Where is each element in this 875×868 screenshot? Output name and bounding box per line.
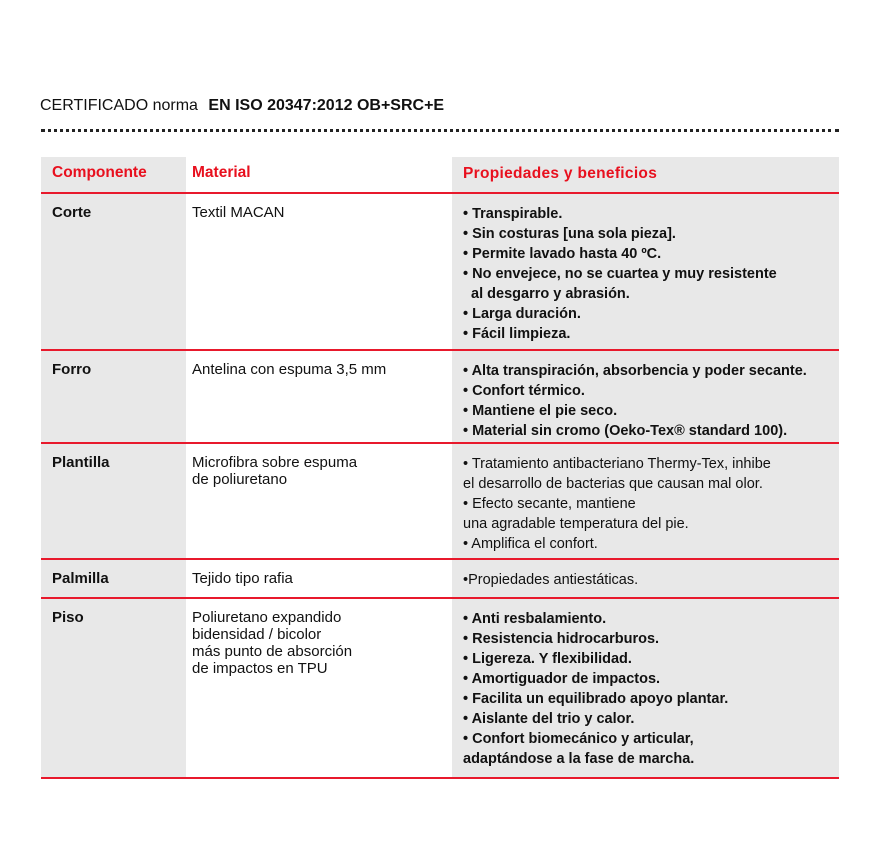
properties-cell: • Anti resbalamiento. • Resistencia hidro…: [452, 599, 839, 777]
property-line: • Facilita un equilibrado apoyo plantar.: [463, 691, 729, 707]
property-line: • Aislante del trio y calor.: [463, 711, 635, 727]
property-line: el desarrollo de bacterias que causan ma…: [463, 476, 763, 492]
property-line: • Alta transpiración, absorbencia y pode…: [463, 363, 807, 379]
component-cell: Corte: [41, 194, 186, 349]
property-line: • Tratamiento antibacteriano Thermy-Tex,…: [463, 456, 771, 472]
material-line: más punto de absorción: [192, 643, 353, 660]
property-line: una agradable temperatura del pie.: [463, 516, 689, 532]
certification-title: CERTIFICADO norma EN ISO 20347:2012 OB+S…: [40, 97, 444, 115]
property-line: • Fácil limpieza.: [463, 326, 571, 342]
table-row: Corte Textil MACAN • Transpirable. • Sin co…: [41, 194, 839, 351]
property-line: • Sin costuras [una sola pieza].: [463, 226, 676, 242]
components-table: Componente Material Propiedades y benefi…: [41, 157, 839, 779]
material-line: de poliuretano: [192, 471, 288, 488]
table-row: Palmilla Tejido tipo rafia •Propiedades an…: [41, 560, 839, 599]
table-header: Componente Material Propiedades y benefi…: [41, 157, 839, 194]
material-cell: Antelina con espuma 3,5 mm: [186, 351, 452, 442]
property-line: • Anti resbalamiento.: [463, 611, 607, 627]
table-row: Forro Antelina con espuma 3,5 mm • Alta tr…: [41, 351, 839, 444]
material-cell: Microfibra sobre espuma de poliuretano: [186, 444, 452, 558]
property-line: • Amplifica el confort.: [463, 536, 598, 552]
property-line: al desgarro y abrasión.: [463, 286, 630, 302]
header-material: Material: [186, 157, 452, 192]
properties-cell: • Transpirable. • Sin costuras [una sola …: [452, 194, 839, 349]
material-cell: Poliuretano expandido bidensidad / bicolo…: [186, 599, 452, 777]
property-line: • Confort biomecánico y articular,: [463, 731, 694, 747]
table-row: Piso Poliuretano expandido bidensidad / bi…: [41, 599, 839, 779]
property-line: • Permite lavado hasta 40 ºC.: [463, 246, 662, 262]
header-properties: Propiedades y beneficios: [452, 157, 839, 192]
property-line: • Material sin cromo (Oeko-Tex® standard…: [463, 423, 788, 439]
properties-cell: • Alta transpiración, absorbencia y pode…: [452, 351, 839, 442]
property-line: • Amortiguador de impactos.: [463, 671, 661, 687]
component-cell: Forro: [41, 351, 186, 442]
material-line: Microfibra sobre espuma: [192, 454, 358, 471]
property-line: • No envejece, no se cuartea y muy resis…: [463, 266, 777, 282]
component-cell: Palmilla: [41, 560, 186, 597]
material-line: Poliuretano expandido: [192, 609, 342, 626]
title-standard: EN ISO 20347:2012 OB+SRC+E: [208, 97, 445, 114]
material-cell: Tejido tipo rafia: [186, 560, 452, 597]
title-prefix: CERTIFICADO norma: [40, 97, 198, 114]
material-cell: Textil MACAN: [186, 194, 452, 349]
properties-cell: •Propiedades antiestáticas.: [452, 560, 839, 597]
header-component: Componente: [41, 157, 186, 192]
material-line: Antelina con espuma 3,5 mm: [192, 361, 387, 378]
properties-cell: • Tratamiento antibacteriano Thermy-Tex,…: [452, 444, 839, 558]
component-cell: Piso: [41, 599, 186, 777]
property-line: •Propiedades antiestáticas.: [463, 572, 639, 588]
property-line: adaptándose a la fase de marcha.: [463, 751, 695, 767]
property-line: • Confort térmico.: [463, 383, 585, 399]
material-line: Tejido tipo rafia: [192, 570, 293, 587]
material-line: bidensidad / bicolor: [192, 626, 322, 643]
table-row: Plantilla Microfibra sobre espuma de poliu…: [41, 444, 839, 560]
component-cell: Plantilla: [41, 444, 186, 558]
material-line: Textil MACAN: [192, 204, 285, 221]
property-line: • Resistencia hidrocarburos.: [463, 631, 660, 647]
property-line: • Larga duración.: [463, 306, 581, 322]
property-line: • Ligereza. Y flexibilidad.: [463, 651, 632, 667]
property-line: • Mantiene el pie seco.: [463, 403, 618, 419]
material-line: de impactos en TPU: [192, 660, 328, 677]
dotted-divider: [41, 129, 839, 132]
property-line: • Transpirable.: [463, 206, 563, 222]
property-line: • Efecto secante, mantiene: [463, 496, 636, 512]
